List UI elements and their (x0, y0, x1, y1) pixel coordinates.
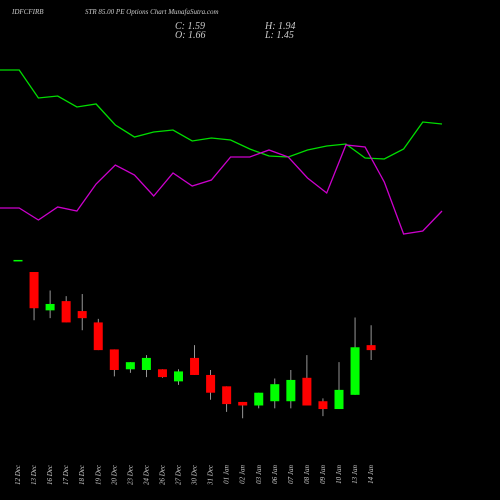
x-tick-label: 10 Jan (335, 465, 343, 484)
candle-body (157, 369, 167, 378)
ohlc-info: O: 1.66 (175, 30, 206, 41)
candle-body (29, 272, 39, 309)
x-tick-label: 24 Dec (142, 464, 150, 485)
candle-body (61, 301, 71, 323)
candle-body (222, 386, 232, 405)
candle-body (77, 311, 87, 319)
x-tick-label: 14 Jan (367, 465, 375, 484)
chart-title: IDFCFIRB (11, 8, 44, 16)
candle-body (45, 303, 55, 311)
candle-body (286, 379, 296, 402)
x-tick-label: 08 Jan (303, 465, 311, 484)
candle-body (334, 389, 344, 410)
candle-body (350, 347, 360, 395)
candle-body (141, 357, 151, 370)
x-tick-label: 20 Dec (110, 464, 118, 485)
candle-body (190, 357, 200, 375)
chart-subtitle: STR 85.00 PE Options Chart MunafaSutra.c… (85, 8, 219, 16)
x-tick-label: 18 Dec (78, 464, 86, 485)
x-tick-label: 23 Dec (126, 464, 134, 485)
x-tick-label: 13 Dec (30, 464, 38, 485)
x-tick-label: 31 Dec (207, 464, 215, 486)
x-tick-label: 03 Jan (255, 465, 263, 484)
x-tick-label: 07 Jan (287, 465, 295, 484)
candle-body (254, 392, 264, 406)
x-tick-label: 13 Jan (351, 465, 359, 484)
x-tick-label: 19 Dec (94, 464, 102, 485)
indicator-line (0, 69, 443, 160)
candle-body (174, 371, 183, 382)
candle-body (93, 322, 103, 351)
x-tick-label: 01 Jan (223, 465, 231, 484)
candle-body (13, 259, 23, 262)
x-tick-label: 30 Dec (191, 464, 199, 486)
x-tick-label: 26 Dec (158, 464, 166, 485)
candle-body (366, 345, 376, 351)
x-tick-label: 09 Jan (319, 465, 327, 484)
x-tick-label: 12 Dec (14, 464, 22, 485)
indicator-line (0, 144, 443, 235)
candle-body (206, 374, 216, 393)
ohlc-info: L: 1.45 (264, 30, 294, 41)
x-tick-label: 02 Jan (239, 465, 247, 484)
x-tick-label: 17 Dec (62, 464, 70, 485)
x-tick-label: 06 Jan (271, 465, 279, 484)
candle-body (238, 401, 248, 406)
candle-body (270, 384, 280, 402)
x-tick-label: 16 Dec (46, 464, 54, 485)
candle-body (302, 377, 312, 406)
ohlc-info: H: 1.94 (264, 21, 296, 32)
ohlc-info: C: 1.59 (175, 21, 205, 32)
x-tick-label: 27 Dec (175, 464, 183, 485)
candle-body (125, 362, 135, 370)
candle-body (318, 401, 328, 410)
candle-body (109, 349, 119, 370)
